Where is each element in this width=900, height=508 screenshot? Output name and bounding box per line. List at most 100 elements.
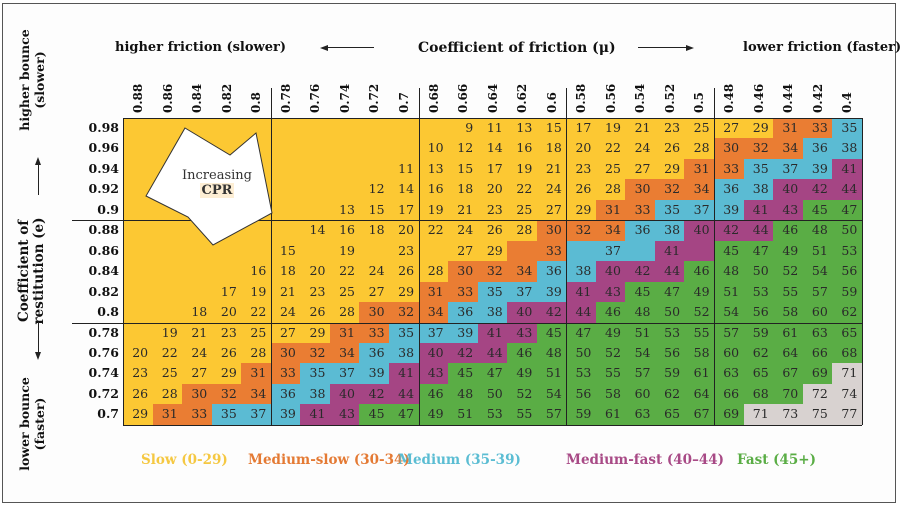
heatmap-cell: 51 bbox=[714, 281, 745, 303]
heatmap-cell: 28 bbox=[418, 261, 449, 283]
heatmap-cell: 56 bbox=[832, 261, 863, 283]
heatmap-cell bbox=[211, 118, 242, 140]
y-tick-label: 0.74 bbox=[88, 365, 119, 381]
heatmap-cell: 23 bbox=[211, 322, 242, 344]
arrow-left-icon bbox=[320, 45, 328, 51]
heatmap-cell: 31 bbox=[418, 281, 449, 303]
heatmap-cell: 29 bbox=[566, 199, 597, 221]
heatmap-cell: 29 bbox=[123, 404, 154, 426]
y-tick-label: 0.92 bbox=[88, 181, 119, 197]
heatmap-cell: 19 bbox=[329, 240, 360, 262]
heatmap-cell: 77 bbox=[832, 404, 863, 426]
heatmap-cell: 25 bbox=[684, 118, 715, 140]
heatmap-cell: 35 bbox=[211, 404, 242, 426]
x-tick-label: 0.6 bbox=[544, 92, 559, 113]
x-tick-label: 0.56 bbox=[603, 83, 618, 113]
heatmap-cell: 49 bbox=[773, 240, 804, 262]
y-tick-label: 0.84 bbox=[88, 263, 119, 279]
heatmap-cell: 46 bbox=[773, 220, 804, 242]
heatmap-cell: 45 bbox=[536, 322, 567, 344]
heatmap-cell: 59 bbox=[832, 281, 863, 303]
heatmap-cell: 18 bbox=[182, 302, 213, 324]
heatmap-cell bbox=[182, 138, 213, 160]
heatmap-cell bbox=[359, 138, 390, 160]
heatmap-cell bbox=[359, 158, 390, 180]
heatmap-cell bbox=[123, 302, 154, 324]
heatmap-cell: 38 bbox=[832, 138, 863, 160]
heatmap-cell: 38 bbox=[300, 383, 331, 405]
heatmap-cell: 22 bbox=[418, 220, 449, 242]
heatmap-cell bbox=[388, 138, 420, 160]
heatmap-cell: 56 bbox=[566, 383, 597, 405]
heatmap-cell: 63 bbox=[802, 322, 833, 344]
heatmap-cell bbox=[418, 118, 449, 140]
heatmap-cell: 49 bbox=[418, 404, 449, 426]
heatmap-cell: 20 bbox=[566, 138, 597, 160]
heatmap-cell: 65 bbox=[654, 404, 686, 426]
heatmap-cell: 41 bbox=[477, 322, 508, 344]
heatmap-cell bbox=[300, 179, 331, 201]
heatmap-cell: 10 bbox=[418, 138, 449, 160]
heatmap-cell bbox=[123, 199, 154, 221]
heatmap-cell: 15 bbox=[359, 199, 390, 221]
legend-item-medium: Medium (35-39) bbox=[398, 452, 521, 468]
heatmap-cell: 48 bbox=[536, 342, 567, 364]
heatmap-cell: 54 bbox=[714, 302, 745, 324]
heatmap-cell: 60 bbox=[802, 302, 833, 324]
y-axis-title: Coefficient of restitution (e) bbox=[16, 209, 53, 333]
x-tick-label: 0.42 bbox=[810, 83, 825, 113]
heatmap-cell: 35 bbox=[477, 281, 508, 303]
x-tick-label: 0.88 bbox=[131, 83, 145, 113]
heatmap-cell: 43 bbox=[595, 281, 626, 303]
heatmap-cell: 30 bbox=[359, 302, 390, 324]
heatmap-cell: 31 bbox=[152, 404, 183, 426]
heatmap-cell: 45 bbox=[625, 281, 656, 303]
x-tick-label: 0.66 bbox=[456, 83, 471, 113]
heatmap-cell: 53 bbox=[654, 322, 686, 344]
heatmap-cell: 31 bbox=[595, 199, 626, 221]
heatmap-cell: 17 bbox=[566, 118, 597, 140]
heatmap-cell: 51 bbox=[625, 322, 656, 344]
heatmap-cell: 44 bbox=[832, 179, 863, 201]
heatmap-cell: 40 bbox=[507, 302, 538, 324]
heatmap-cell: 35 bbox=[832, 118, 863, 140]
heatmap-cell: 30 bbox=[625, 179, 656, 201]
grid-divider-vertical bbox=[714, 88, 715, 425]
heatmap-cell bbox=[300, 158, 331, 180]
heatmap-cell: 73 bbox=[773, 404, 804, 426]
cpr-annotation-line1: Increasing bbox=[182, 168, 252, 183]
heatmap-cell: 13 bbox=[418, 158, 449, 180]
heatmap-cell: 64 bbox=[684, 383, 715, 405]
heatmap-cell: 39 bbox=[270, 404, 301, 426]
x-tick-label: 0.62 bbox=[515, 83, 530, 113]
x-tick-label: 0.64 bbox=[485, 83, 500, 113]
heatmap-cell: 57 bbox=[625, 363, 656, 385]
heatmap-cell: 33 bbox=[625, 199, 656, 221]
heatmap-cell: 41 bbox=[654, 240, 686, 262]
heatmap-cell: 66 bbox=[802, 342, 833, 364]
heatmap-cell: 71 bbox=[743, 404, 774, 426]
y-label-bottom-line2: (faster) bbox=[32, 397, 47, 451]
heatmap-cell: 11 bbox=[388, 158, 420, 180]
heatmap-cell: 41 bbox=[832, 158, 863, 180]
heatmap-cell bbox=[270, 138, 301, 160]
heatmap-cell: 69 bbox=[714, 404, 745, 426]
heatmap-cell: 57 bbox=[802, 281, 833, 303]
heatmap-cell bbox=[418, 240, 449, 262]
heatmap-cell bbox=[211, 138, 242, 160]
heatmap-cell: 70 bbox=[773, 383, 804, 405]
heatmap-cell: 42 bbox=[359, 383, 390, 405]
heatmap-cell: 31 bbox=[329, 322, 360, 344]
heatmap-cell: 57 bbox=[536, 404, 567, 426]
heatmap-cell: 14 bbox=[477, 138, 508, 160]
heatmap-cell: 25 bbox=[329, 281, 360, 303]
heatmap-cell: 47 bbox=[477, 363, 508, 385]
heatmap-cell bbox=[684, 240, 715, 262]
heatmap-cell: 36 bbox=[625, 220, 656, 242]
heatmap-cell: 36 bbox=[448, 302, 479, 324]
heatmap-cell: 41 bbox=[388, 363, 420, 385]
heatmap-cell: 57 bbox=[714, 322, 745, 344]
heatmap-cell: 63 bbox=[714, 363, 745, 385]
heatmap-cell: 29 bbox=[211, 363, 242, 385]
y-label-bottom-line1: lower bounce bbox=[17, 377, 32, 471]
